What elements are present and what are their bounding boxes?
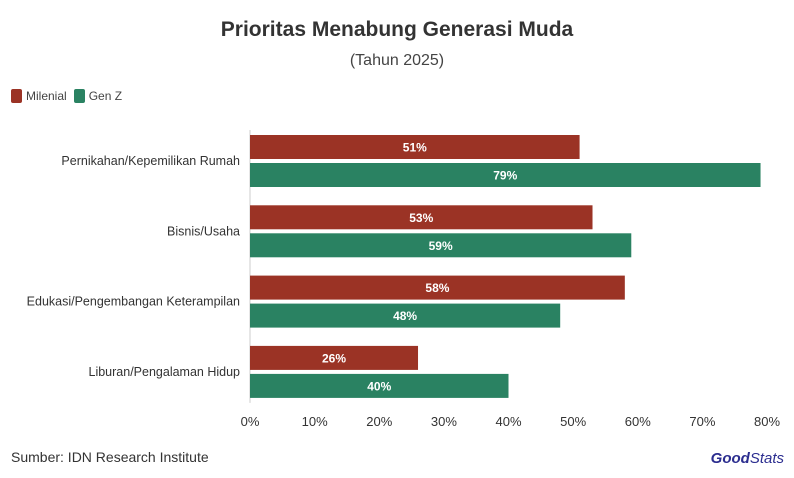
data-label-genz-0: 79% <box>493 169 517 183</box>
bar-milenial-1 <box>250 205 593 230</box>
brand-good: Good <box>710 450 750 467</box>
legend-label-milenial: Milenial <box>26 89 67 103</box>
legend-label-genz: Gen Z <box>88 89 123 103</box>
chart-subtitle: (Tahun 2025) <box>349 52 445 69</box>
bar-genz-2 <box>250 303 561 328</box>
x-tick-label-7: 70% <box>689 414 715 429</box>
category-label-0: Pernikahan/Kepemilikan Rumah <box>61 154 240 168</box>
legend-swatch-genz <box>73 89 85 103</box>
data-label-genz-1: 59% <box>429 239 453 253</box>
x-tick-label-3: 30% <box>431 414 457 429</box>
x-tick-label-4: 40% <box>495 414 521 429</box>
data-label-genz-2: 48% <box>393 309 417 323</box>
bar-genz-0 <box>250 163 761 187</box>
bar-milenial-3 <box>250 345 419 370</box>
x-tick-label-5: 50% <box>560 414 586 429</box>
bar-genz-1 <box>250 233 632 258</box>
bar-milenial-2 <box>250 275 625 300</box>
bar-milenial-0 <box>250 135 580 159</box>
goodstats-logo: GoodStats <box>711 450 784 467</box>
legend-swatch-milenial <box>11 89 22 103</box>
legend: Milenial Gen Z <box>11 89 129 103</box>
x-tick-label-1: 10% <box>302 414 328 429</box>
bar-genz-3 <box>250 373 509 398</box>
x-tick-label-2: 20% <box>366 414 392 429</box>
chart-title: Prioritas Menabung Generasi Muda <box>220 18 574 41</box>
category-label-1: Bisnis/Usaha <box>167 224 240 238</box>
data-label-genz-3: 40% <box>367 379 391 393</box>
data-label-milenial-2: 58% <box>425 281 449 295</box>
data-label-milenial-3: 26% <box>322 351 346 365</box>
data-label-milenial-1: 53% <box>409 211 433 225</box>
category-label-2: Edukasi/Pengembangan Keterampilan <box>27 295 240 309</box>
legend-item-milenial[interactable]: Milenial <box>11 89 67 103</box>
category-label-3: Liburan/Pengalaman Hidup <box>89 365 241 379</box>
x-tick-label-8: 80% <box>754 414 780 429</box>
x-tick-label-0: 0% <box>241 414 260 429</box>
legend-item-genz[interactable]: Gen Z <box>73 89 123 103</box>
source-text: Sumber: IDN Research Institute <box>11 449 209 465</box>
x-tick-label-6: 60% <box>625 414 651 429</box>
brand-stats: Stats <box>749 450 784 467</box>
data-label-milenial-0: 51% <box>403 141 427 155</box>
